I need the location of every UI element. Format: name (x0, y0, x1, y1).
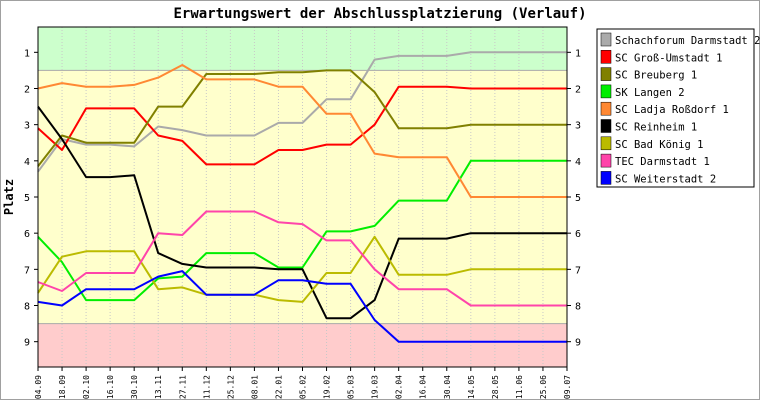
x-tick-label: 05.02 (299, 375, 308, 399)
series-line-6 (37, 106, 567, 320)
series-line-5 (37, 64, 567, 198)
series-line-8 (37, 210, 567, 307)
legend-swatch (600, 171, 612, 185)
series-line-1 (37, 51, 567, 173)
legend-label: SC Bad König 1 (615, 139, 704, 151)
legend: Schachforum Darmstadt 2 SC Groß-Umstadt 1… (596, 28, 760, 188)
x-tick-label: 25.06 (539, 375, 548, 399)
y-tick-label-right: 1 (575, 48, 581, 59)
legend-label: SC Breuberg 1 (615, 70, 697, 82)
y-axis-right: 1 2 3 4 5 6 7 8 9 (567, 48, 581, 349)
series-line-3 (37, 69, 567, 167)
x-tick-label: 22.01 (274, 375, 283, 399)
legend-label: TEC Darmstadt 1 (615, 156, 710, 168)
x-tick-label: 11.12 (202, 375, 211, 399)
chart-title: Erwartungswert der Abschlussplatzierung … (173, 6, 586, 22)
series-line-2 (37, 85, 567, 166)
legend-label: SK Langen 2 (615, 87, 685, 99)
series-lines (37, 51, 567, 343)
x-tick-label: 30.10 (130, 375, 139, 399)
x-tick-label: 16.04 (419, 375, 428, 399)
legend-label: SC Weiterstadt 2 (615, 173, 716, 185)
x-tick-label: 11.06 (515, 375, 524, 399)
x-tick-label: 14.05 (467, 375, 476, 399)
x-tick-label: 28.05 (491, 375, 500, 399)
y-tick-label-right: 2 (575, 84, 581, 95)
legend-swatch (600, 101, 612, 116)
y-tick-label: 8 (24, 302, 30, 313)
x-tick-label: 08.01 (250, 375, 259, 399)
y-tick-label-right: 5 (575, 193, 581, 204)
x-tick-label: 16.10 (106, 375, 115, 399)
x-tick-label: 25.12 (226, 375, 235, 399)
legend-swatch (600, 153, 612, 168)
y-tick-label: 5 (24, 193, 30, 204)
x-tick-label: 02.04 (395, 375, 404, 399)
x-tick-label: 13.11 (154, 375, 163, 399)
legend-label: SC Groß-Umstadt 1 (615, 52, 722, 64)
y-tick-label: 7 (24, 265, 30, 276)
legend-swatch (600, 84, 612, 99)
x-tick-label: 09.07 (563, 375, 572, 399)
x-tick-label: 27.11 (178, 375, 187, 399)
y-tick-label-right: 6 (575, 229, 581, 240)
legend-swatch (600, 67, 612, 81)
legend-swatch (600, 136, 612, 151)
y-tick-label: 3 (24, 121, 30, 132)
legend-label: SC Ladja Roßdorf 1 (615, 104, 729, 116)
legend-swatch (600, 50, 612, 64)
legend-box (596, 28, 755, 188)
y-tick-label-right: 3 (575, 121, 581, 132)
y-tick-label: 4 (24, 157, 30, 168)
y-tick-label-right: 7 (575, 265, 581, 276)
y-tick-label: 1 (24, 48, 30, 59)
legend-swatch (600, 32, 612, 47)
y-tick-label: 6 (24, 229, 30, 240)
legend-label: Schachforum Darmstadt 2 (615, 35, 760, 47)
x-axis: 04.09 18.09 02.10 16.10 30.10 13.11 27.11 11.12… (34, 367, 572, 399)
legend-swatch (600, 119, 612, 133)
x-tick-label: 18.09 (58, 375, 67, 399)
series-line-7 (37, 235, 567, 303)
y-tick-label-right: 9 (575, 338, 581, 349)
series-line-4 (37, 159, 567, 302)
x-tick-label: 05.03 (347, 375, 356, 399)
y-tick-label: 9 (24, 338, 30, 349)
y-axis-label: Platz (2, 179, 16, 215)
x-tick-label: 19.03 (371, 375, 380, 399)
x-tick-label: 30.04 (443, 375, 452, 399)
x-tick-label: 02.10 (82, 375, 91, 399)
x-tick-label: 04.09 (34, 375, 43, 399)
x-tick-label: 19.02 (323, 375, 332, 399)
y-axis-left: 1 2 3 4 5 6 7 8 9 (24, 48, 38, 349)
y-tick-label-right: 8 (575, 302, 581, 313)
legend-label: SC Reinheim 1 (615, 122, 697, 134)
y-tick-label-right: 4 (575, 157, 581, 168)
series-line-9 (37, 270, 567, 343)
y-tick-label: 2 (24, 84, 30, 95)
